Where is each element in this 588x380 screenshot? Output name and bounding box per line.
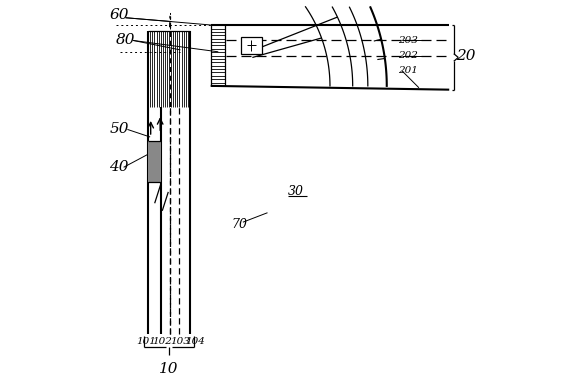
Text: 203: 203 [397,36,417,45]
Text: 30: 30 [288,185,304,198]
Text: 40: 40 [109,160,129,174]
Text: 103: 103 [171,337,191,346]
Bar [148,141,161,182]
Bar [241,36,262,54]
Text: 202: 202 [397,51,417,60]
Text: 50: 50 [109,122,129,136]
Text: 101: 101 [136,337,156,346]
Text: 80: 80 [116,33,135,48]
Text: 201: 201 [397,66,417,75]
Text: 60: 60 [109,8,129,22]
Text: 70: 70 [231,218,247,231]
Text: 20: 20 [456,49,476,63]
Text: 10: 10 [159,362,179,376]
Text: 104: 104 [186,337,205,346]
Text: 102: 102 [153,337,172,346]
